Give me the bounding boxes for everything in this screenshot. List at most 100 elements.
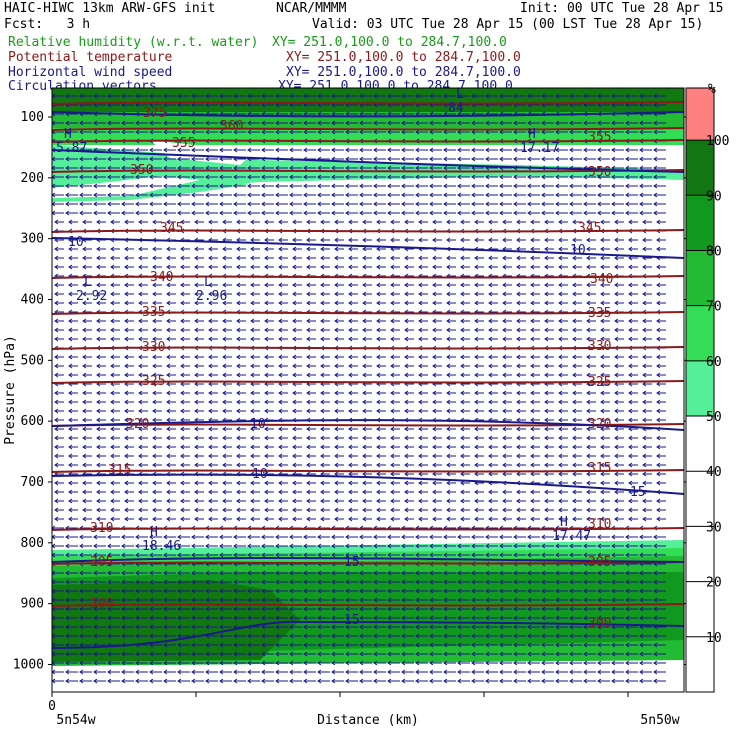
wind-vector (527, 120, 540, 126)
wind-vector (611, 120, 624, 126)
wind-vector (264, 246, 274, 252)
wind-vector (250, 327, 260, 333)
wind-vector (527, 210, 540, 216)
wind-vector (628, 246, 638, 252)
wind-vector (320, 318, 330, 324)
wind-vector (530, 237, 540, 243)
wind-vector-head (471, 147, 476, 153)
wind-vector (166, 219, 176, 225)
wind-vector-head (191, 93, 196, 99)
wind-vector-head (233, 210, 238, 216)
wind-vector (474, 390, 484, 396)
wind-vector-head (107, 183, 112, 189)
wind-vector (306, 399, 316, 405)
wind-vector (278, 399, 288, 405)
wind-vector (135, 147, 148, 153)
wind-vector-head (583, 147, 588, 153)
wind-vector (614, 372, 624, 378)
wind-vector-head (149, 210, 154, 216)
wind-vector (642, 327, 652, 333)
wind-vector-head (334, 255, 339, 261)
wind-vector (460, 291, 470, 297)
wind-vector (191, 93, 204, 99)
wind-vector (639, 183, 652, 189)
wind-vector-head (194, 219, 199, 225)
wind-vector (418, 363, 428, 369)
wind-vector-head (334, 219, 339, 225)
wind-vector-head (443, 147, 448, 153)
wind-vector (404, 291, 414, 297)
wind-vector (555, 156, 568, 162)
wind-vector (191, 201, 204, 207)
wind-vector (530, 246, 540, 252)
wind-vector-head (499, 174, 504, 180)
wind-vector (110, 291, 120, 297)
wind-vector (205, 174, 218, 180)
wind-vector (569, 210, 582, 216)
wind-vector (485, 183, 498, 189)
wind-vector-head (555, 174, 560, 180)
wind-vector-head (93, 174, 98, 180)
wind-vector (54, 390, 64, 396)
wind-vector-head (191, 183, 196, 189)
wind-vector (485, 93, 498, 99)
wind-vector (275, 147, 288, 153)
wind-vector (278, 354, 288, 360)
wind-vector (233, 93, 246, 99)
wind-vector (541, 201, 554, 207)
wind-vector (306, 282, 316, 288)
field-xy: XY= 251.0,100.0 to 284.7,100.0 (286, 50, 521, 65)
wind-vector-head (82, 219, 87, 225)
wind-vector (166, 291, 176, 297)
wind-vector-head (474, 237, 479, 243)
wind-vector (558, 264, 568, 270)
wind-vector (52, 192, 64, 198)
wind-vector (317, 165, 330, 171)
wind-vector-head (558, 246, 563, 252)
wind-vector-head (250, 255, 255, 261)
wind-vector (320, 336, 330, 342)
wind-vector (110, 264, 120, 270)
wind-vector (124, 318, 134, 324)
wind-vector-head (625, 165, 630, 171)
wind-vector (233, 129, 246, 135)
wind-vector (306, 363, 316, 369)
wind-vector (418, 426, 428, 432)
wind-vector (121, 129, 134, 135)
wind-vector-head (558, 264, 563, 270)
wind-vector (628, 363, 638, 369)
wind-vector-head (317, 210, 322, 216)
wind-vector (404, 372, 414, 378)
wind-vector-head (177, 156, 182, 162)
wind-vector-head (65, 201, 70, 207)
wind-vector (124, 327, 134, 333)
wind-vector (401, 156, 414, 162)
wind-vector (250, 237, 260, 243)
wind-vector-head (611, 192, 616, 198)
wind-vector-head (359, 147, 364, 153)
wind-vector-head (530, 246, 535, 252)
wind-vector-head (429, 147, 434, 153)
wind-vector (530, 327, 540, 333)
wind-vector (54, 246, 64, 252)
wind-vector (180, 264, 190, 270)
wind-vector (600, 219, 610, 225)
wind-vector-head (149, 174, 154, 180)
wind-vector-head (653, 147, 658, 153)
wind-vector-head (457, 192, 462, 198)
wind-vector (177, 210, 190, 216)
wind-vector (166, 246, 176, 252)
wind-vector (432, 264, 442, 270)
wind-vector (502, 354, 512, 360)
wind-vector (362, 354, 372, 360)
wind-vector (194, 399, 204, 405)
wind-vector-head (52, 183, 56, 189)
wind-vector-head (597, 147, 602, 153)
wind-vector (488, 264, 498, 270)
wind-vector (460, 237, 470, 243)
wind-vector-head (642, 219, 647, 225)
wind-vector-head (569, 183, 574, 189)
wind-vector (404, 426, 414, 432)
wind-vector (513, 183, 526, 189)
wind-vector (68, 264, 78, 270)
